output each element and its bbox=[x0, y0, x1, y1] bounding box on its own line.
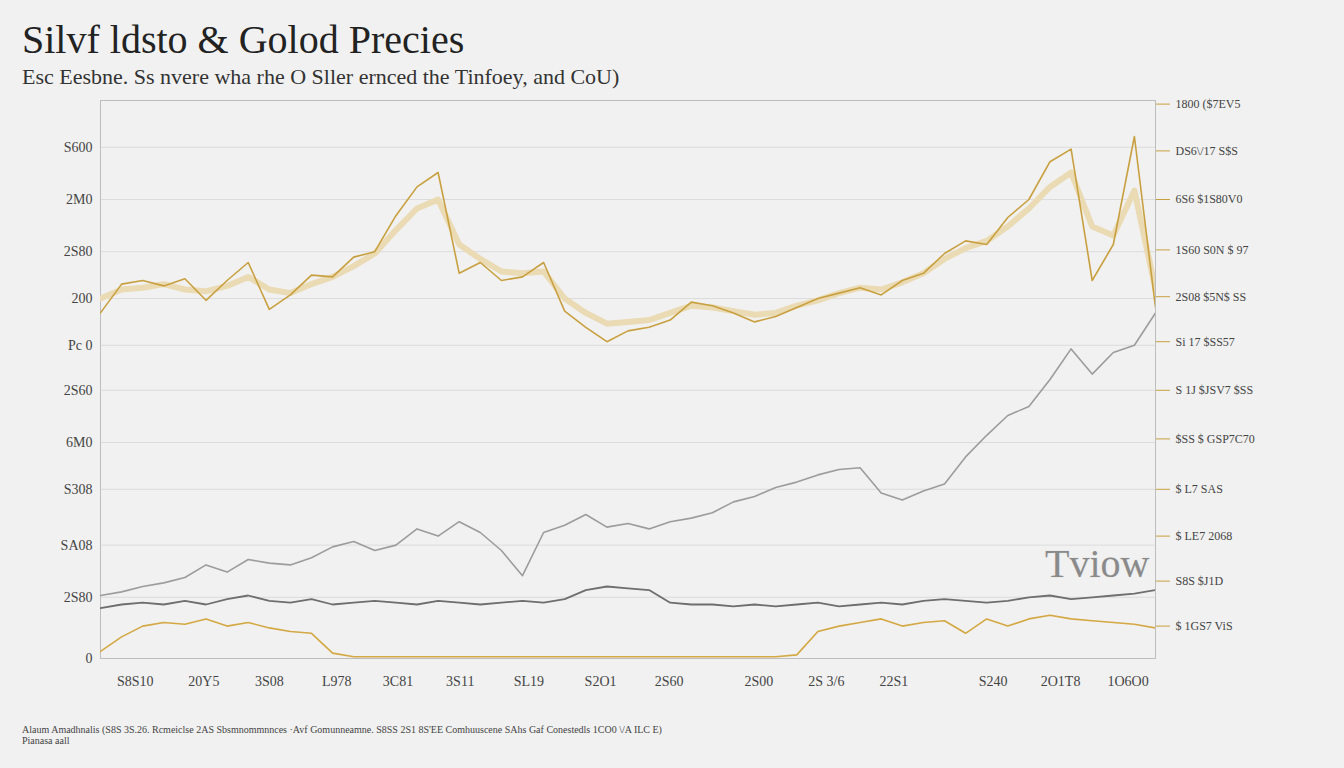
svg-text:$ L7 SAS: $ L7 SAS bbox=[1176, 482, 1223, 496]
svg-text:2O1T8: 2O1T8 bbox=[1041, 674, 1081, 689]
svg-text:3C81: 3C81 bbox=[383, 674, 413, 689]
svg-text:1S60 S0N $ 97: 1S60 S0N $ 97 bbox=[1176, 243, 1249, 257]
svg-text:1O6O0: 1O6O0 bbox=[1107, 674, 1148, 689]
svg-text:SL19: SL19 bbox=[514, 674, 544, 689]
svg-text:Pc 0: Pc 0 bbox=[68, 338, 93, 353]
svg-text:L978: L978 bbox=[322, 674, 352, 689]
html-text:Alaum Amadhnalis (S8S 3S.26. R: Alaum Amadhnalis (S8S 3S.26. Rcmeiclse 2… bbox=[22, 724, 662, 735]
svg-text:2S80: 2S80 bbox=[64, 590, 93, 605]
svg-text:3S11: 3S11 bbox=[446, 674, 474, 689]
html-text:Silvf ldsto & Golod Precies: Silvf ldsto & Golod Precies bbox=[22, 17, 465, 62]
svg-text:2S60: 2S60 bbox=[64, 383, 93, 398]
svg-text:SA08: SA08 bbox=[61, 538, 93, 553]
svg-text:S240: S240 bbox=[979, 674, 1008, 689]
svg-text:$SS $ GSP7C70: $SS $ GSP7C70 bbox=[1176, 432, 1255, 446]
svg-text:S8S10: S8S10 bbox=[117, 674, 154, 689]
svg-text:22S1: 22S1 bbox=[879, 674, 908, 689]
svg-text:6S6 $1S80V0: 6S6 $1S80V0 bbox=[1176, 192, 1243, 206]
svg-text:$ LE7 2068: $ LE7 2068 bbox=[1176, 529, 1233, 543]
html-text:Pianasa aall: Pianasa aall bbox=[22, 735, 70, 746]
svg-text:2S00: 2S00 bbox=[744, 674, 773, 689]
svg-text:DS6\/17 S$S: DS6\/17 S$S bbox=[1176, 144, 1238, 158]
svg-text:2S08 $5N$ SS: 2S08 $5N$ SS bbox=[1176, 290, 1247, 304]
svg-text:200: 200 bbox=[72, 291, 93, 306]
svg-text:6M0: 6M0 bbox=[66, 435, 92, 450]
svg-text:S2O1: S2O1 bbox=[585, 674, 617, 689]
svg-text:3S08: 3S08 bbox=[255, 674, 284, 689]
svg-text:2M0: 2M0 bbox=[66, 192, 92, 207]
svg-text:S308: S308 bbox=[64, 482, 93, 497]
svg-text:S600: S600 bbox=[64, 140, 93, 155]
html-text:Esc Eesbne. Ss nvere wha rhe O: Esc Eesbne. Ss nvere wha rhe O Sller ern… bbox=[22, 64, 620, 89]
svg-text:S8S $J1D: S8S $J1D bbox=[1176, 574, 1224, 588]
svg-text:Si 17 $SS57: Si 17 $SS57 bbox=[1176, 335, 1235, 349]
svg-text:2S 3/6: 2S 3/6 bbox=[808, 674, 844, 689]
svg-text:2S60: 2S60 bbox=[655, 674, 684, 689]
svg-text:Tviow: Tviow bbox=[1045, 541, 1150, 586]
svg-text:$ 1GS7 ViS: $ 1GS7 ViS bbox=[1176, 619, 1233, 633]
svg-text:S 1J $JSV7 $SS: S 1J $JSV7 $SS bbox=[1176, 383, 1254, 397]
svg-text:1800 ($7EV5: 1800 ($7EV5 bbox=[1176, 97, 1241, 111]
svg-text:20Y5: 20Y5 bbox=[188, 674, 219, 689]
svg-text:0: 0 bbox=[86, 651, 93, 666]
svg-text:2S80: 2S80 bbox=[64, 244, 93, 259]
